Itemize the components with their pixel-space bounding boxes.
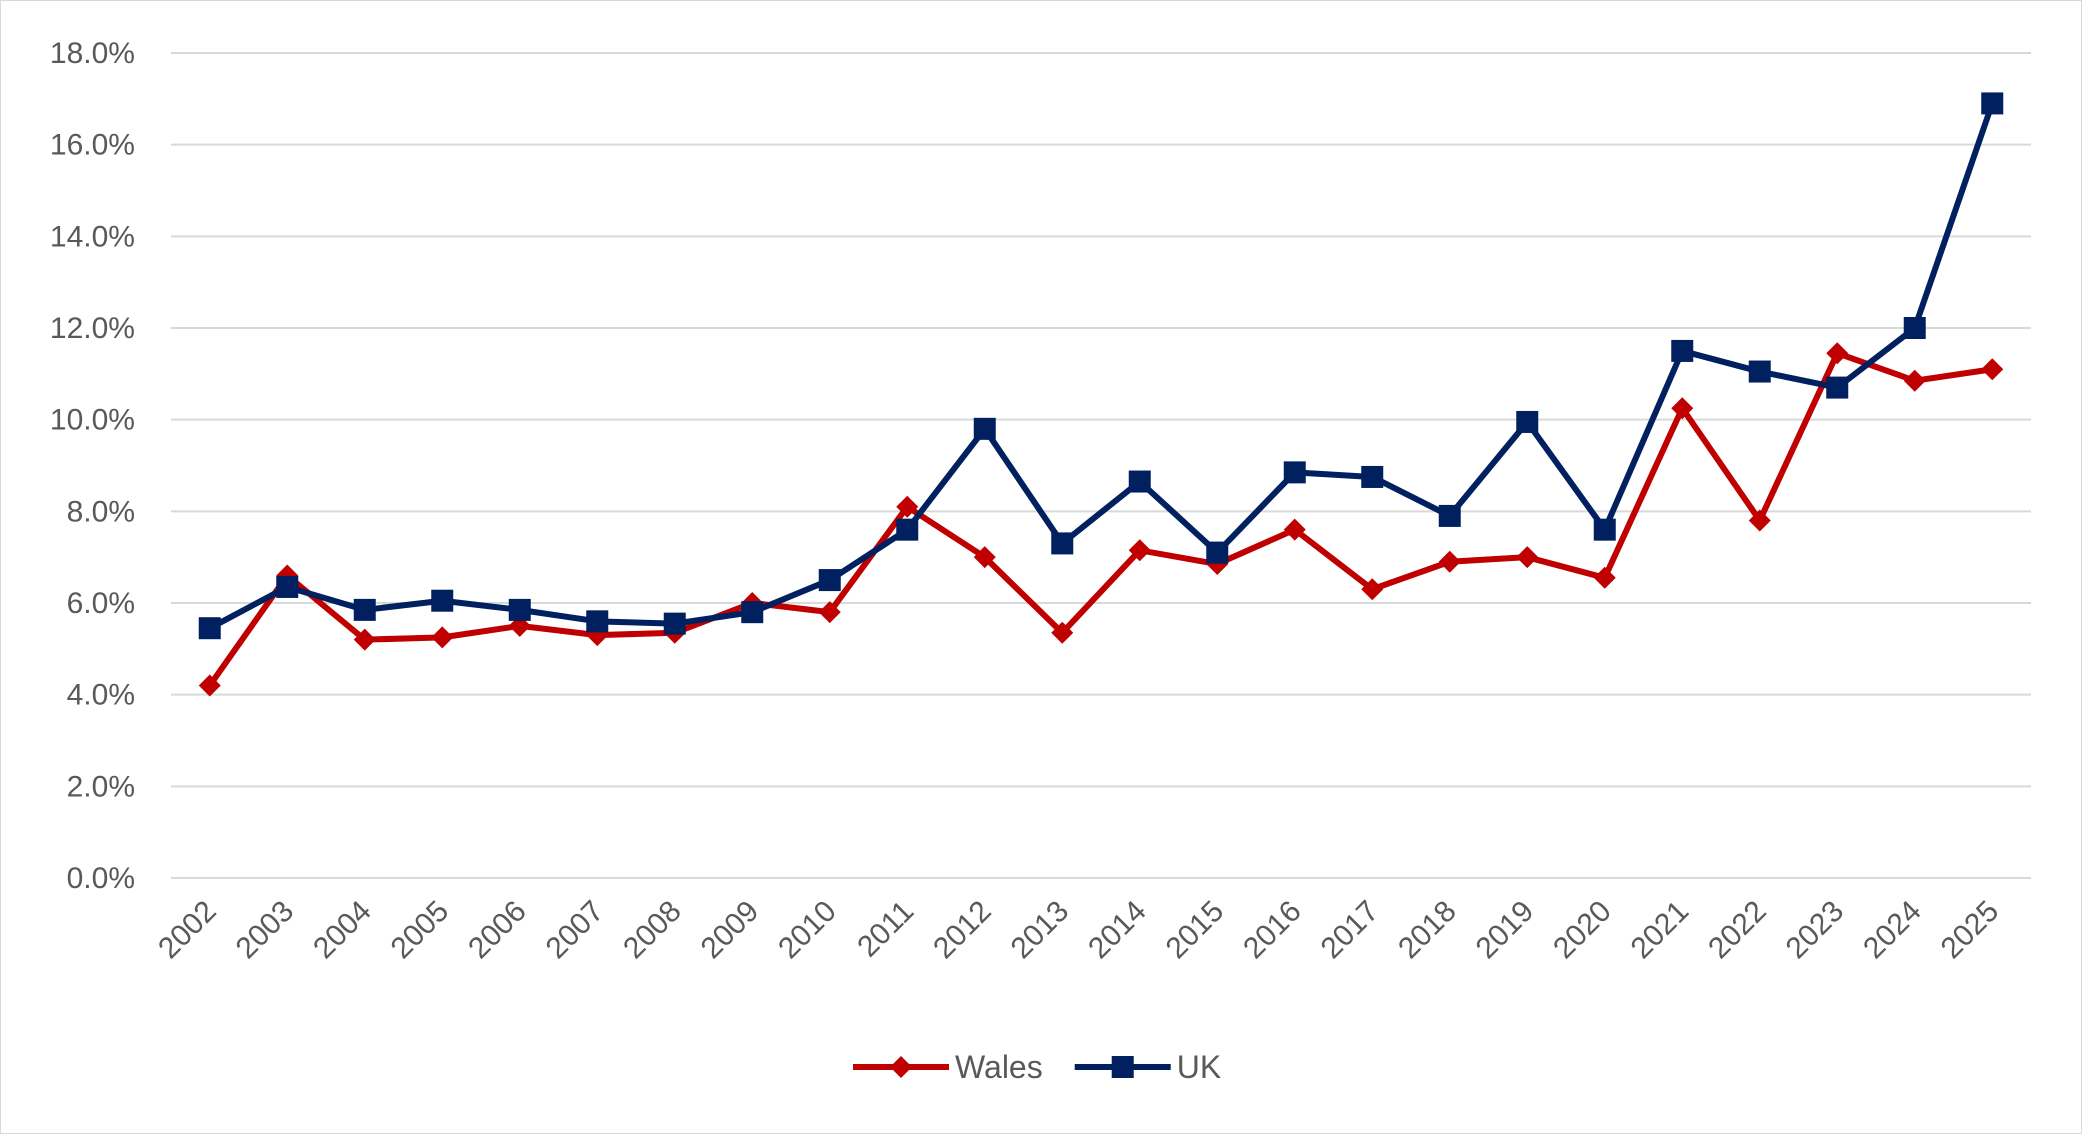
gridlines bbox=[171, 52, 2031, 879]
x-tick-label: 2023 bbox=[1780, 895, 1851, 966]
data-point-uk bbox=[741, 601, 764, 624]
data-point-wales bbox=[1128, 539, 1151, 562]
legend-swatch-marker bbox=[1111, 1056, 1134, 1078]
y-tick-label: 18.0% bbox=[50, 37, 135, 70]
data-point-uk bbox=[1361, 465, 1384, 488]
data-point-uk bbox=[1671, 339, 1694, 362]
x-tick-label: 2004 bbox=[307, 895, 378, 966]
x-tick-label: 2002 bbox=[152, 895, 223, 966]
x-tick-label: 2003 bbox=[230, 895, 301, 966]
legend-item-wales: Wales bbox=[853, 1049, 1043, 1085]
series-layer bbox=[198, 92, 2004, 697]
data-point-uk bbox=[586, 610, 609, 633]
x-tick-label: 2012 bbox=[927, 895, 998, 966]
legend-swatch-marker bbox=[890, 1056, 912, 1078]
x-tick-label: 2008 bbox=[617, 895, 688, 966]
data-point-uk bbox=[431, 589, 454, 612]
data-point-uk bbox=[973, 417, 996, 440]
x-tick-label: 2005 bbox=[385, 895, 456, 966]
x-tick-label: 2022 bbox=[1702, 895, 1773, 966]
data-point-wales bbox=[1826, 342, 1849, 365]
legend: Wales UK bbox=[853, 1049, 1221, 1085]
data-point-wales bbox=[198, 674, 221, 697]
x-tick-label: 2013 bbox=[1005, 895, 1076, 966]
data-point-wales bbox=[1903, 369, 1926, 392]
x-tick-label: 2010 bbox=[772, 895, 843, 966]
data-point-uk bbox=[818, 569, 841, 592]
y-tick-label: 16.0% bbox=[50, 129, 135, 162]
y-tick-label: 4.0% bbox=[67, 679, 135, 712]
y-axis-ticks: 0.0% 2.0% 4.0% 6.0% 8.0% 10.0% 12.0% 14.0% 16.0%… bbox=[50, 37, 135, 895]
legend-label: Wales bbox=[955, 1049, 1043, 1085]
data-point-wales bbox=[973, 546, 996, 569]
data-point-wales bbox=[1283, 518, 1306, 541]
data-point-wales bbox=[1981, 358, 2004, 381]
legend-item-uk: UK bbox=[1074, 1049, 1221, 1085]
x-tick-label: 2014 bbox=[1082, 895, 1153, 966]
data-point-uk bbox=[1981, 92, 2004, 115]
series-uk bbox=[198, 92, 2004, 640]
y-tick-label: 14.0% bbox=[50, 220, 135, 253]
data-point-uk bbox=[1128, 470, 1151, 493]
series-wales bbox=[198, 342, 2004, 697]
data-point-wales bbox=[1051, 621, 1074, 644]
data-point-uk bbox=[1593, 518, 1616, 541]
x-tick-label: 2011 bbox=[851, 895, 920, 964]
y-tick-label: 2.0% bbox=[67, 770, 135, 803]
y-tick-label: 12.0% bbox=[50, 312, 135, 345]
data-point-wales bbox=[1361, 578, 1384, 601]
legend-label: UK bbox=[1177, 1049, 1221, 1085]
data-point-wales bbox=[1516, 546, 1539, 569]
y-tick-label: 6.0% bbox=[67, 587, 135, 620]
data-point-wales bbox=[353, 628, 376, 651]
data-point-wales bbox=[431, 626, 454, 649]
data-point-wales bbox=[1438, 550, 1461, 573]
data-point-uk bbox=[1903, 317, 1926, 339]
data-point-uk bbox=[508, 598, 531, 621]
data-point-uk bbox=[663, 612, 686, 635]
x-tick-label: 2015 bbox=[1160, 895, 1231, 966]
data-point-wales bbox=[818, 601, 841, 624]
data-point-uk bbox=[1206, 541, 1229, 564]
x-tick-label: 2009 bbox=[695, 895, 766, 966]
x-tick-label: 2017 bbox=[1315, 895, 1386, 966]
x-tick-label: 2018 bbox=[1392, 895, 1463, 966]
y-tick-label: 8.0% bbox=[67, 495, 135, 528]
data-point-uk bbox=[1826, 376, 1849, 399]
x-tick-label: 2021 bbox=[1625, 895, 1696, 966]
data-point-uk bbox=[1516, 410, 1539, 433]
x-tick-label: 2007 bbox=[540, 895, 611, 966]
data-point-wales bbox=[1671, 397, 1694, 420]
data-point-uk bbox=[1283, 461, 1306, 484]
data-point-wales bbox=[1593, 566, 1616, 589]
x-tick-label: 2016 bbox=[1237, 895, 1308, 966]
x-tick-label: 2020 bbox=[1547, 895, 1618, 966]
data-point-uk bbox=[198, 617, 221, 640]
x-tick-label: 2019 bbox=[1470, 895, 1541, 966]
data-point-wales bbox=[1748, 509, 1771, 532]
x-axis-ticks: 2002 2003 2004 2005 2006 2007 2008 2009 2010 2011… bbox=[152, 895, 2005, 966]
data-point-uk bbox=[276, 575, 299, 598]
data-point-wales bbox=[896, 495, 919, 518]
data-point-uk bbox=[1051, 532, 1074, 555]
series-line-uk bbox=[206, 100, 1996, 632]
x-tick-label: 2025 bbox=[1935, 895, 2006, 966]
x-tick-label: 2006 bbox=[462, 895, 533, 966]
data-point-uk bbox=[353, 598, 376, 621]
x-tick-label: 2024 bbox=[1857, 895, 1928, 966]
data-point-uk bbox=[1748, 360, 1771, 383]
y-tick-label: 10.0% bbox=[50, 404, 135, 437]
data-point-uk bbox=[1438, 504, 1461, 527]
data-point-uk bbox=[896, 518, 919, 541]
y-tick-label: 0.0% bbox=[67, 862, 135, 895]
series-line-wales bbox=[206, 350, 1996, 689]
